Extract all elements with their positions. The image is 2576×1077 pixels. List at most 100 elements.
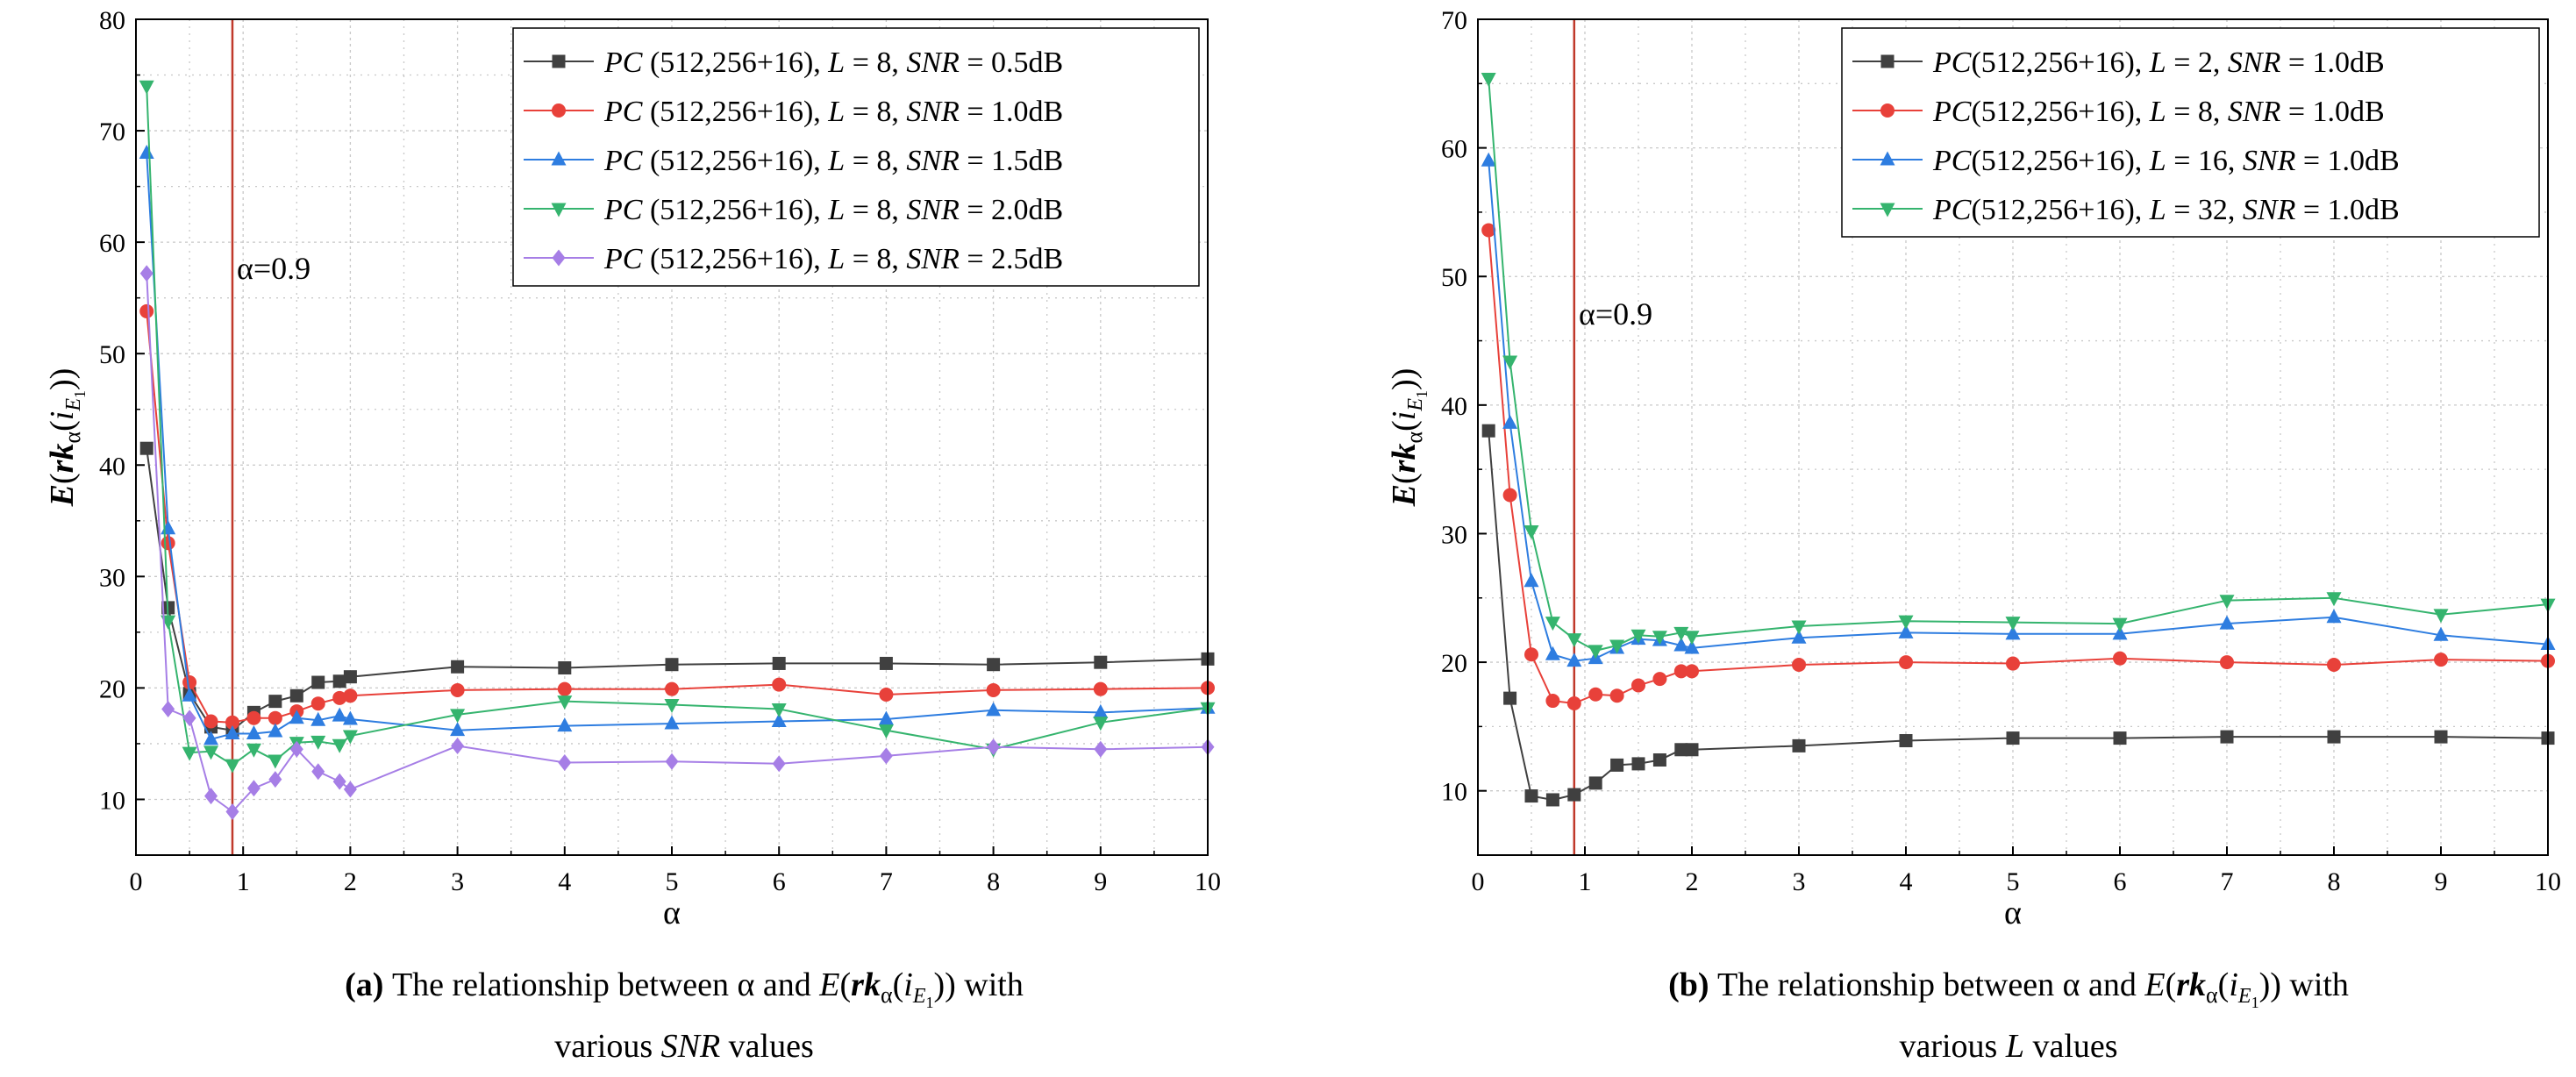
data-point-s2-7 [1631, 678, 1645, 693]
data-point-s3-16 [986, 702, 1002, 717]
data-point-s4-11 [1791, 620, 1807, 635]
data-point-s2-17 [2434, 653, 2448, 667]
legend-label: PC (512,256+16), L = 8, SNR = 2.5dB [603, 243, 1063, 275]
data-point-s2-16 [2327, 658, 2341, 673]
legend-label: PC (512,256+16), L = 8, SNR = 2.0dB [603, 194, 1063, 226]
data-point-s2-0 [139, 303, 154, 318]
series-1 [1481, 424, 2555, 807]
data-point-s5-6 [268, 771, 282, 788]
data-point-s5-13 [665, 752, 679, 770]
data-point-s1-8 [311, 675, 325, 689]
legend-entry-3: PC(512,256+16), L = 16, SNR = 1.0dB [1852, 145, 2400, 177]
data-point-s4-1 [1502, 355, 1518, 370]
data-point-s2-4 [225, 715, 239, 730]
legend-label: PC(512,256+16), L = 16, SNR = 1.0dB [1932, 145, 2400, 177]
data-point-s3-1 [161, 520, 176, 535]
y-tick-label: 70 [1441, 6, 1467, 35]
data-point-s2-17 [1093, 681, 1108, 696]
caption-line-2: various L values [1899, 1028, 2117, 1065]
data-point-s4-4 [225, 759, 240, 774]
data-point-s1-11 [1792, 738, 1806, 752]
x-tick-label: 6 [2114, 867, 2127, 896]
data-point-s5-16 [987, 738, 1001, 756]
data-point-s4-2 [1523, 525, 1539, 540]
data-point-s4-15 [2219, 595, 2235, 610]
caption-line-1: (b) The relationship between α and E(rkα… [1668, 966, 2349, 1011]
x-tick-label: 2 [344, 867, 357, 896]
series-layer-b [1481, 72, 2556, 807]
x-axis-label-b: α [2004, 895, 2022, 931]
y-tick-label: 60 [99, 229, 125, 258]
data-point-s1-8 [1652, 753, 1666, 767]
data-point-s3-3 [1545, 645, 1560, 660]
data-point-s2-3 [1545, 694, 1560, 709]
data-point-s1-14 [772, 656, 786, 670]
y-tick-label: 20 [1441, 649, 1467, 678]
y-axis-label-b: E(rkα(iE1)) [1386, 368, 1431, 508]
data-point-s1-13 [665, 658, 679, 672]
y-tick-label: 30 [99, 563, 125, 592]
data-point-s2-8 [1652, 672, 1667, 687]
data-point-s1-1 [1503, 691, 1517, 705]
data-point-s1-7 [289, 688, 303, 703]
data-point-s5-1 [161, 701, 175, 718]
data-point-s4-2 [182, 746, 197, 761]
data-point-s1-6 [1610, 758, 1624, 772]
series-4 [1481, 72, 2556, 660]
data-point-s3-10 [1684, 639, 1700, 654]
y-tick-label: 50 [1441, 263, 1467, 292]
data-point-s2-13 [665, 681, 679, 696]
x-tick-label: 1 [237, 867, 250, 896]
data-point-s2-1 [1502, 488, 1517, 503]
y-tick-label: 70 [99, 118, 125, 146]
data-point-s4-11 [450, 709, 466, 724]
data-point-s1-6 [268, 695, 282, 709]
x-tick-label: 7 [880, 867, 893, 896]
x-tick-label: 4 [558, 867, 571, 896]
y-tick-label: 30 [1441, 520, 1467, 549]
data-point-s4-17 [1093, 717, 1109, 731]
legend-label: PC (512,256+16), L = 8, SNR = 0.5dB [603, 46, 1063, 79]
data-point-s3-14 [2112, 625, 2128, 640]
x-tick-label: 7 [2221, 867, 2234, 896]
legend-a: PC (512,256+16), L = 8, SNR = 0.5dB PC (5… [512, 27, 1200, 287]
data-point-s3-9 [1673, 637, 1689, 652]
data-point-s2-3 [203, 714, 218, 729]
x-tick-label: 1 [1579, 867, 1592, 896]
legend-swatch-marker [1880, 54, 1895, 68]
y-tick-label: 80 [99, 6, 125, 35]
data-point-s2-15 [2220, 655, 2234, 670]
data-point-s2-6 [268, 710, 282, 725]
data-point-s4-3 [203, 745, 219, 760]
legend-swatch-marker [552, 103, 566, 118]
legend-label: PC (512,256+16), L = 8, SNR = 1.5dB [603, 145, 1063, 177]
x-tick-label: 0 [1472, 867, 1485, 896]
data-point-s2-16 [986, 682, 1001, 697]
data-point-s1-0 [139, 441, 153, 455]
legend-entry-2: PC (512,256+16), L = 8, SNR = 1.0dB [524, 96, 1063, 128]
legend-swatch-marker [1880, 151, 1895, 166]
chart-panel-a: 0 1 2 3 4 5 6 7 8 9 10 10 20 30 40 50 60 70 80 α=0.9 PC (5… [44, 6, 1221, 1065]
data-point-s1-7 [1631, 757, 1645, 771]
data-point-s4-5 [1588, 645, 1603, 660]
data-point-s4-14 [2112, 617, 2128, 632]
series-2 [1481, 223, 2555, 710]
data-point-s3-2 [182, 687, 197, 702]
data-point-s2-1 [161, 536, 175, 551]
data-point-s2-5 [1588, 687, 1603, 702]
data-point-s1-5 [1588, 776, 1602, 790]
data-point-s1-10 [343, 670, 357, 684]
data-point-s4-7 [1631, 629, 1646, 644]
data-point-s4-13 [664, 698, 680, 713]
data-point-s2-5 [246, 710, 261, 725]
data-point-s4-5 [246, 743, 261, 758]
data-point-s4-4 [1566, 633, 1582, 648]
data-point-s4-12 [1898, 615, 1914, 630]
data-point-s2-2 [1524, 647, 1538, 662]
data-point-s5-4 [225, 802, 239, 820]
series-5 [139, 265, 1215, 820]
x-tick-label: 6 [773, 867, 786, 896]
data-point-s3-0 [1481, 152, 1496, 167]
data-point-s3-12 [1898, 624, 1914, 638]
legend-entry-3: PC (512,256+16), L = 8, SNR = 1.5dB [524, 145, 1063, 177]
